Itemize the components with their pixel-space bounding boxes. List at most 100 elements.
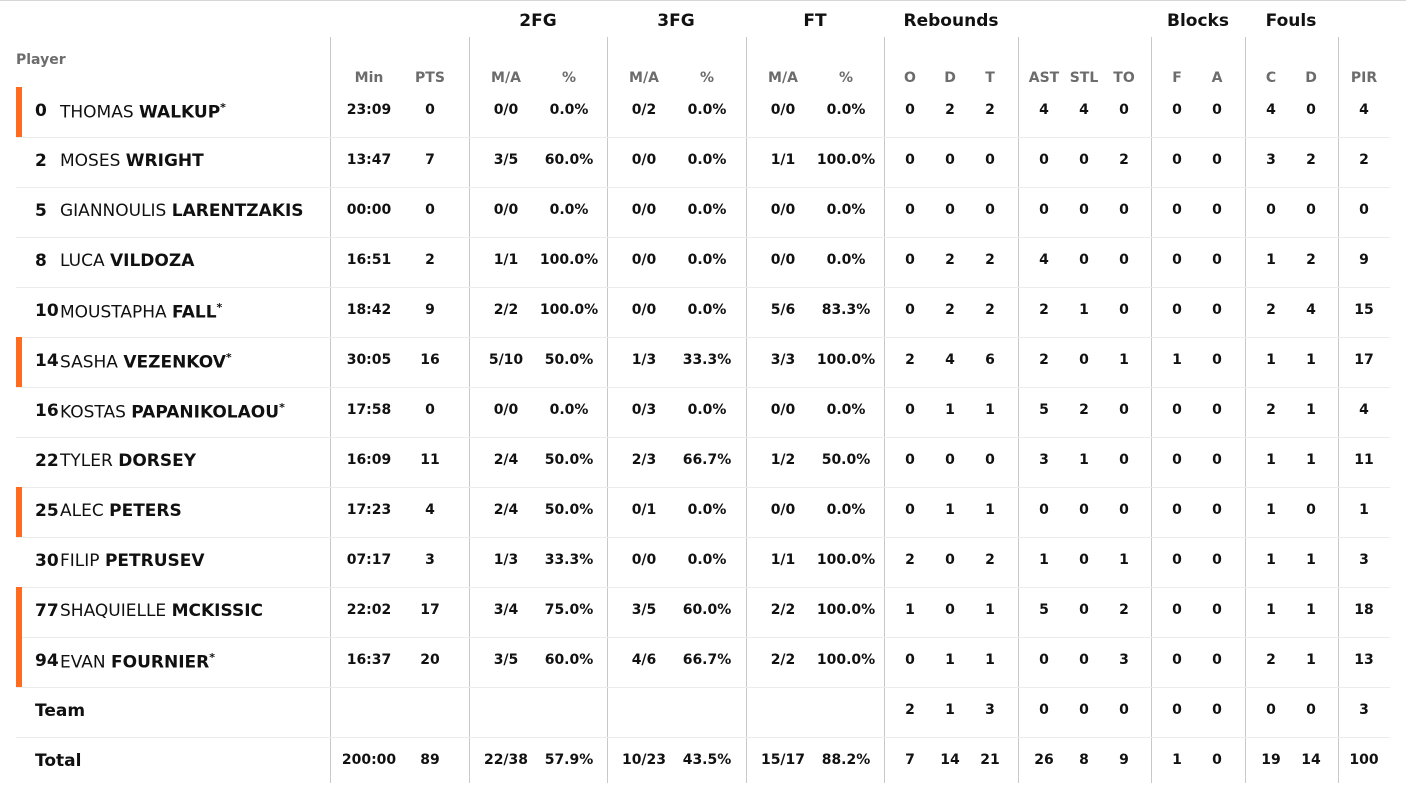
stat-cell: 18:42 [346,302,392,318]
player-row[interactable]: 10 MOUSTAPHA FALL* 18:42 9 2/2 100.0% 0/0 0.0% 5… [16,287,1390,338]
stat-cell: 83.3% [821,302,871,318]
player-row[interactable]: 77 SHAQUIELLE MCKISSIC 22:02 17 3/4 75.0% 3/5 6… [16,587,1390,638]
stat-cell: 26 [1034,752,1054,768]
player-row[interactable]: 0 THOMAS WALKUP* 23:09 0 0/0 0.0% 0/2 0.0% 0/0 0.… [16,87,1390,138]
player-last-name: VILDOZA [109,251,195,271]
jersey-number: 0 [35,101,47,121]
stat-cell: 0 [1119,102,1129,118]
player-row[interactable]: 2 MOSES WRIGHT 13:47 7 3/5 60.0% 0/0 0.0% 1/1 100… [16,137,1390,188]
stat-cell: 0 [1119,402,1129,418]
stat-cell: 1 [945,502,955,518]
player-name-link[interactable]: SASHA VEZENKOV* [60,351,232,373]
stat-cell: 0.0% [687,252,727,268]
player-name-link[interactable]: SHAQUIELLE MCKISSIC [60,601,263,621]
player-name-link[interactable]: MOUSTAPHA FALL* [60,301,222,323]
stat-cell: 1 [905,602,915,618]
stat-cell: 2 [1079,402,1089,418]
stat-cell: 0/0 [493,202,519,218]
player-row[interactable]: 30 FILIP PETRUSEV 07:17 3 1/3 33.3% 0/0 0.0% 1/1… [16,537,1390,588]
stat-cell: 0.0% [687,152,727,168]
stat-cell: 89 [420,752,440,768]
stat-cell: 0 [1172,402,1182,418]
stat-cell: 0.0% [826,402,866,418]
stat-cell: 0 [1079,652,1089,668]
stat-cell: 0.0% [549,102,589,118]
player-last-name: WRIGHT [125,151,204,171]
stat-cell: 0 [1306,202,1316,218]
stat-cell: 0.0% [826,252,866,268]
stat-cell: 3/4 [493,602,519,618]
player-row[interactable]: 94 EVAN FOURNIER* 16:37 20 3/5 60.0% 4/6 66.7% 2… [16,637,1390,688]
stat-column-header: M/A [491,70,521,86]
stat-cell: 16:37 [346,652,392,668]
starter-indicator [16,337,22,387]
player-last-name: PAPANIKOLAOU [131,402,280,423]
stat-cell: 0 [1079,602,1089,618]
player-row[interactable]: 5 GIANNOULIS LARENTZAKIS 00:00 0 0/0 0.0% 0/0 0… [16,187,1390,238]
stat-cell: 0 [1172,502,1182,518]
group-header: Fouls [1265,11,1317,31]
stat-cell: 0 [1172,552,1182,568]
stat-cell: 1/1 [770,152,796,168]
player-name-link[interactable]: MOSES WRIGHT [60,151,204,171]
stat-cell: 1 [1306,602,1316,618]
player-name-link[interactable]: ALEC PETERS [60,501,182,521]
player-last-name: PETERS [109,501,182,521]
stat-cell: 50.0% [544,352,594,368]
stat-cell: 22:02 [346,602,392,618]
stat-cell: 2 [1266,302,1276,318]
player-name-link[interactable]: FILIP PETRUSEV [60,551,205,571]
stat-cell: 60.0% [682,602,732,618]
stat-cell: 1 [1306,452,1316,468]
stat-cell: 0 [905,102,915,118]
stat-cell: 1 [1306,552,1316,568]
stat-cell: 0.0% [687,102,727,118]
player-first-name: EVAN [60,652,106,673]
stat-cell: 0 [1079,552,1089,568]
player-name-link[interactable]: LUCA VILDOZA [60,251,194,271]
player-name-link[interactable]: KOSTAS PAPANIKOLAOU* [60,401,285,423]
player-name-link[interactable]: EVAN FOURNIER* [60,651,215,673]
stat-cell: 8 [1079,752,1089,768]
stat-cell: 1 [1306,352,1316,368]
player-row[interactable]: 14 SASHA VEZENKOV* 30:05 16 5/10 50.0% 1/3 33.3… [16,337,1390,388]
stat-cell: 0 [1172,302,1182,318]
stat-cell: 5/10 [488,352,524,368]
player-column-header: Player [16,52,66,68]
stat-cell: 4 [1359,102,1369,118]
group-header: Rebounds [903,11,999,31]
stat-cell: 16:09 [346,452,392,468]
player-row[interactable]: 25 ALEC PETERS 17:23 4 2/4 50.0% 0/1 0.0% 0/0 0.0… [16,487,1390,538]
stat-cell: 0 [1172,252,1182,268]
stat-column-header: PTS [415,70,445,86]
stat-cell: 2 [1306,252,1316,268]
player-row[interactable]: 22 TYLER DORSEY 16:09 11 2/4 50.0% 2/3 66.7% 1/2… [16,437,1390,488]
stat-cell: 2 [905,552,915,568]
player-name-link[interactable]: TYLER DORSEY [60,451,196,471]
stat-cell: 2 [985,552,995,568]
jersey-number: 94 [35,651,59,671]
stat-cell: 0 [985,152,995,168]
stat-cell: 0 [905,652,915,668]
stat-cell: 22/38 [483,752,529,768]
stat-cell: 2 [985,302,995,318]
stat-cell: 0 [1266,202,1276,218]
stat-cell: 0.0% [826,202,866,218]
stat-cell: 0 [905,202,915,218]
jersey-number: 22 [35,451,59,471]
stat-cell: 20 [420,652,440,668]
player-row[interactable]: 16 KOSTAS PAPANIKOLAOU* 17:58 0 0/0 0.0% 0/3 0.… [16,387,1390,438]
player-row[interactable]: 8 LUCA VILDOZA 16:51 2 1/1 100.0% 0/0 0.0% 0/0 0.… [16,237,1390,288]
stat-cell: 0/3 [631,402,657,418]
group-header: FT [803,11,827,31]
stat-cell: 75.0% [544,602,594,618]
jersey-number: 25 [35,501,59,521]
stat-cell: 2 [1359,152,1369,168]
stat-cell: 0 [905,402,915,418]
stat-cell: 0 [1039,152,1049,168]
player-name-link[interactable]: THOMAS WALKUP* [60,101,226,123]
stat-cell: 4 [425,502,435,518]
player-name-link[interactable]: GIANNOULIS LARENTZAKIS [60,201,304,221]
group-header: 3FG [657,11,695,31]
stat-cell: 0 [1119,702,1129,718]
